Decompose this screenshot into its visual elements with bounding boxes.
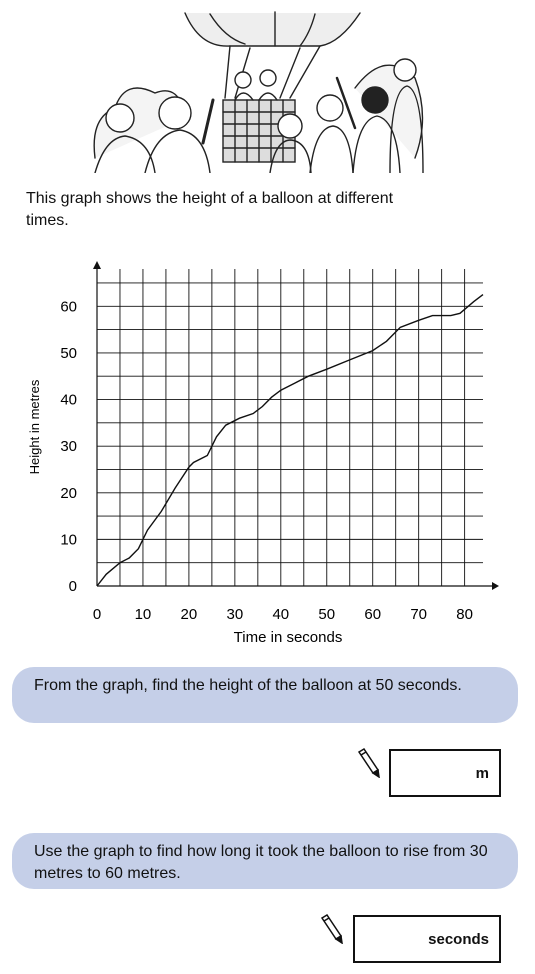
- x-tick-label: 30: [227, 606, 244, 623]
- y-tick-label: 60: [60, 298, 77, 315]
- question-1: From the graph, find the height of the b…: [12, 667, 518, 723]
- y-axis-label: Height in metres: [27, 379, 42, 474]
- x-tick-label: 10: [135, 606, 152, 623]
- answer-box-1[interactable]: m: [389, 749, 501, 797]
- x-axis-label: Time in seconds: [234, 629, 343, 646]
- answer-box-2[interactable]: seconds: [353, 915, 501, 963]
- y-tick-label: 40: [60, 392, 77, 409]
- chart-grid: [97, 269, 483, 586]
- balloon-illustration: [93, 11, 424, 173]
- y-tick-label: 30: [60, 438, 77, 455]
- pencil-icon: [357, 748, 380, 778]
- y-tick-label: 0: [69, 578, 77, 595]
- answer-1-unit: m: [475, 764, 489, 782]
- chart-axes: [93, 261, 499, 590]
- x-tick-label: 80: [456, 606, 473, 623]
- y-tick-label: 10: [60, 531, 77, 548]
- x-tick-label: 40: [272, 606, 289, 623]
- chart-ticks: 0 10 20 30 40 50 60 70 80 0 10 20 30 40 50 60: [60, 298, 473, 623]
- y-tick-label: 50: [60, 345, 77, 362]
- pencil-icon: [320, 914, 343, 944]
- x-axis-arrow: [492, 582, 499, 590]
- series-line: [96, 294, 484, 587]
- question-1-text: From the graph, find the height of the b…: [34, 677, 462, 694]
- y-axis-arrow: [93, 261, 101, 269]
- question-2-text: Use the graph to find how long it took t…: [34, 843, 488, 882]
- x-tick-label: 20: [181, 606, 198, 623]
- x-tick-label: 70: [410, 606, 427, 623]
- intro-text: This graph shows the height of a balloon…: [26, 190, 394, 229]
- height-time-chart: 0 10 20 30 40 50 60 70 80 0 10 20 30 40 50 60 Time in s…: [27, 261, 499, 646]
- answer-2-unit: seconds: [428, 930, 489, 948]
- y-tick-label: 20: [60, 485, 77, 502]
- x-tick-label: 60: [364, 606, 381, 623]
- question-2: Use the graph to find how long it took t…: [12, 833, 518, 889]
- x-tick-label: 0: [93, 606, 101, 623]
- x-tick-label: 50: [318, 606, 335, 623]
